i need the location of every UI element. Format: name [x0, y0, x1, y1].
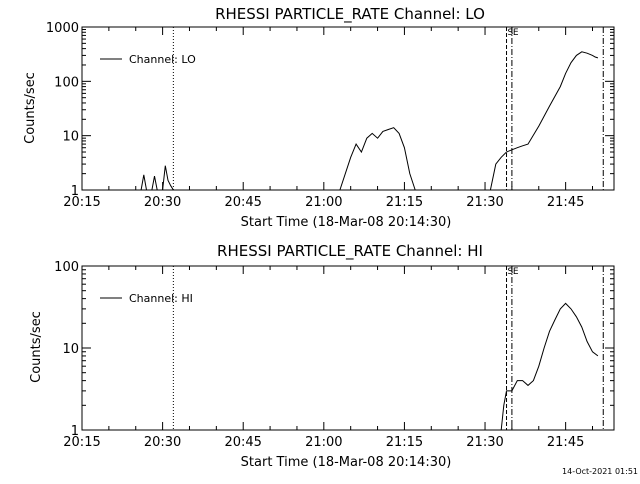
x-tick-label-lo: 20:45: [224, 195, 261, 210]
legend-label-lo: Channel: LO: [129, 53, 196, 66]
x-tick-label-hi: 21:45: [547, 435, 584, 450]
y-axis-label-hi: Counts/sec: [29, 311, 44, 383]
series-line-hi: [500, 302, 599, 431]
x-tick-label-lo: 21:45: [547, 195, 584, 210]
y-tick-label-lo: 1: [71, 184, 79, 199]
y-tick-label-lo: 1000: [46, 21, 79, 36]
event-marker-label-hi: S: [508, 267, 514, 277]
event-marker-label-lo: S: [508, 28, 514, 38]
x-tick-label-hi: 20:15: [63, 435, 100, 450]
y-tick-label-lo: 10: [62, 130, 79, 145]
x-tick-label-lo: 21:00: [305, 195, 342, 210]
x-tick-label-hi: 20:30: [144, 435, 181, 450]
panel-title-lo: RHESSI PARTICLE_RATE Channel: LO: [215, 5, 485, 24]
x-tick-label-lo: 20:30: [144, 195, 181, 210]
y-tick-label-hi: 1: [71, 424, 79, 439]
event-marker-label-hi: E: [513, 267, 519, 277]
x-tick-label-lo: 21:30: [466, 195, 503, 210]
x-tick-label-hi: 20:45: [224, 435, 261, 450]
x-tick-label-hi: 21:15: [386, 435, 423, 450]
x-tick-label-hi: 21:00: [305, 435, 342, 450]
y-tick-label-hi: 100: [54, 260, 79, 275]
x-axis-label-hi: Start Time (18-Mar-08 20:14:30): [241, 455, 452, 470]
x-tick-label-hi: 21:30: [466, 435, 503, 450]
y-axis-label-lo: Counts/sec: [23, 72, 38, 144]
footer-timestamp: 14-Oct-2021 01:51: [562, 467, 638, 476]
x-tick-label-lo: 20:15: [63, 195, 100, 210]
y-tick-label-hi: 10: [62, 342, 79, 357]
panel-lo: RHESSI PARTICLE_RATE Channel: LO Start T…: [23, 5, 615, 230]
series-line-lo: [82, 51, 599, 191]
plot-frame-lo: [81, 26, 615, 191]
x-tick-label-lo: 21:15: [386, 195, 423, 210]
x-axis-label-lo: Start Time (18-Mar-08 20:14:30): [241, 215, 452, 230]
panel-title-hi: RHESSI PARTICLE_RATE Channel: HI: [217, 242, 483, 261]
legend-label-hi: Channel: HI: [129, 292, 193, 305]
y-tick-label-lo: 100: [54, 75, 79, 90]
panel-hi: RHESSI PARTICLE_RATE Channel: HI Start T…: [29, 242, 615, 470]
event-marker-label-lo: E: [513, 28, 519, 38]
